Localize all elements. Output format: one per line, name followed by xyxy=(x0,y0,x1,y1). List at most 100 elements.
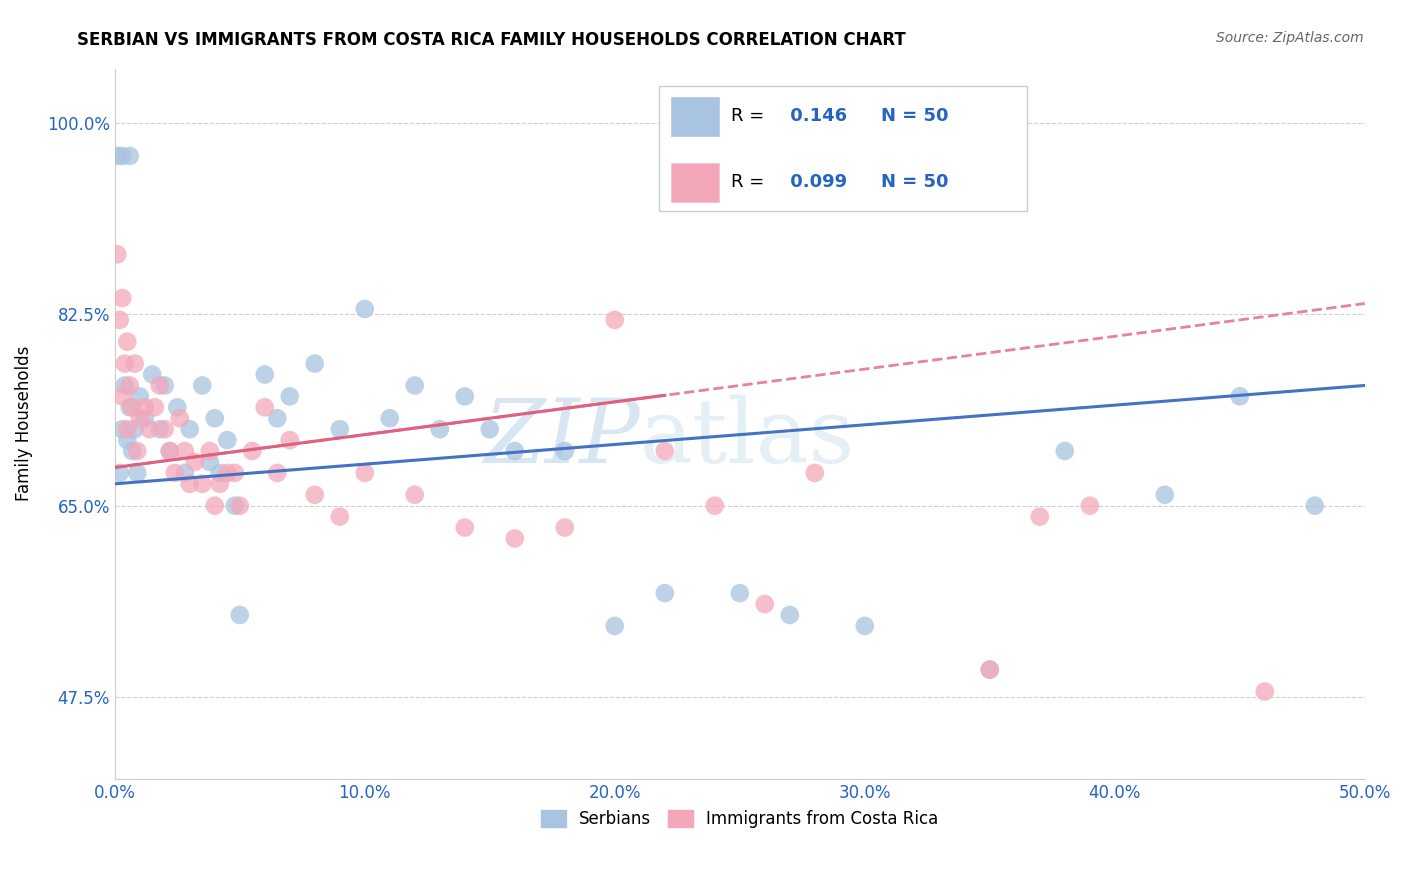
Point xyxy=(204,499,226,513)
Point xyxy=(266,411,288,425)
Point xyxy=(478,422,501,436)
Point xyxy=(153,422,176,436)
Point xyxy=(117,422,139,436)
Point xyxy=(217,433,239,447)
Point xyxy=(105,149,128,163)
Point xyxy=(554,444,576,458)
Point xyxy=(208,476,231,491)
Point xyxy=(111,291,134,305)
Point xyxy=(169,411,191,425)
Point xyxy=(554,520,576,534)
Text: 0.099: 0.099 xyxy=(783,173,846,191)
Point xyxy=(353,466,375,480)
Point xyxy=(1078,499,1101,513)
Point xyxy=(149,422,172,436)
Point xyxy=(853,619,876,633)
Point xyxy=(163,466,186,480)
Y-axis label: Family Households: Family Households xyxy=(15,346,32,501)
Point xyxy=(353,301,375,316)
Point xyxy=(108,313,131,327)
FancyBboxPatch shape xyxy=(671,96,718,136)
Point xyxy=(105,247,128,261)
Point xyxy=(454,520,477,534)
Point xyxy=(121,444,143,458)
Point xyxy=(159,444,181,458)
Text: Source: ZipAtlas.com: Source: ZipAtlas.com xyxy=(1216,31,1364,45)
Point xyxy=(117,433,139,447)
FancyBboxPatch shape xyxy=(671,162,718,202)
Point xyxy=(124,357,146,371)
Point xyxy=(754,597,776,611)
Point xyxy=(127,444,149,458)
Text: R =: R = xyxy=(731,173,770,191)
Point xyxy=(378,411,401,425)
Point xyxy=(503,444,526,458)
Point xyxy=(278,389,301,403)
Point xyxy=(191,378,214,392)
Point xyxy=(229,607,252,622)
Point xyxy=(184,455,207,469)
Legend: Serbians, Immigrants from Costa Rica: Serbians, Immigrants from Costa Rica xyxy=(534,803,945,835)
Point xyxy=(1053,444,1076,458)
Point xyxy=(779,607,801,622)
Point xyxy=(266,466,288,480)
Point xyxy=(173,466,195,480)
Point xyxy=(503,532,526,546)
Point xyxy=(728,586,751,600)
Point xyxy=(329,422,352,436)
Point xyxy=(143,401,166,415)
Point xyxy=(111,422,134,436)
Point xyxy=(329,509,352,524)
Point xyxy=(804,466,827,480)
Point xyxy=(128,411,150,425)
Point xyxy=(118,149,141,163)
Point xyxy=(198,444,221,458)
Point xyxy=(603,313,626,327)
Point xyxy=(240,444,263,458)
Text: ZIP: ZIP xyxy=(484,394,640,482)
Point xyxy=(208,466,231,480)
Point xyxy=(217,466,239,480)
Point xyxy=(173,444,195,458)
Point xyxy=(127,466,149,480)
Point xyxy=(134,411,156,425)
Point xyxy=(128,389,150,403)
Point xyxy=(121,401,143,415)
Point xyxy=(979,663,1001,677)
Point xyxy=(979,663,1001,677)
Point xyxy=(118,401,141,415)
Point xyxy=(179,476,201,491)
Point xyxy=(1029,509,1052,524)
Point xyxy=(141,368,163,382)
Point xyxy=(654,586,676,600)
Point xyxy=(149,378,172,392)
Point xyxy=(404,378,426,392)
Point xyxy=(224,466,246,480)
Point xyxy=(166,401,188,415)
Point xyxy=(229,499,252,513)
Point xyxy=(108,466,131,480)
Point xyxy=(253,401,276,415)
Point xyxy=(1254,684,1277,698)
Point xyxy=(204,411,226,425)
Point xyxy=(429,422,451,436)
Text: N = 50: N = 50 xyxy=(882,107,949,125)
Point xyxy=(304,488,326,502)
Point xyxy=(454,389,477,403)
Point xyxy=(114,357,136,371)
Point xyxy=(1229,389,1251,403)
Point xyxy=(117,334,139,349)
Point xyxy=(603,619,626,633)
Point xyxy=(179,422,201,436)
Text: 0.146: 0.146 xyxy=(783,107,846,125)
Point xyxy=(118,378,141,392)
Point xyxy=(703,499,725,513)
Point xyxy=(139,422,162,436)
Point xyxy=(198,455,221,469)
Point xyxy=(304,357,326,371)
Point xyxy=(278,433,301,447)
Point xyxy=(134,401,156,415)
Text: SERBIAN VS IMMIGRANTS FROM COSTA RICA FAMILY HOUSEHOLDS CORRELATION CHART: SERBIAN VS IMMIGRANTS FROM COSTA RICA FA… xyxy=(77,31,905,49)
Point xyxy=(111,389,134,403)
Point xyxy=(654,444,676,458)
